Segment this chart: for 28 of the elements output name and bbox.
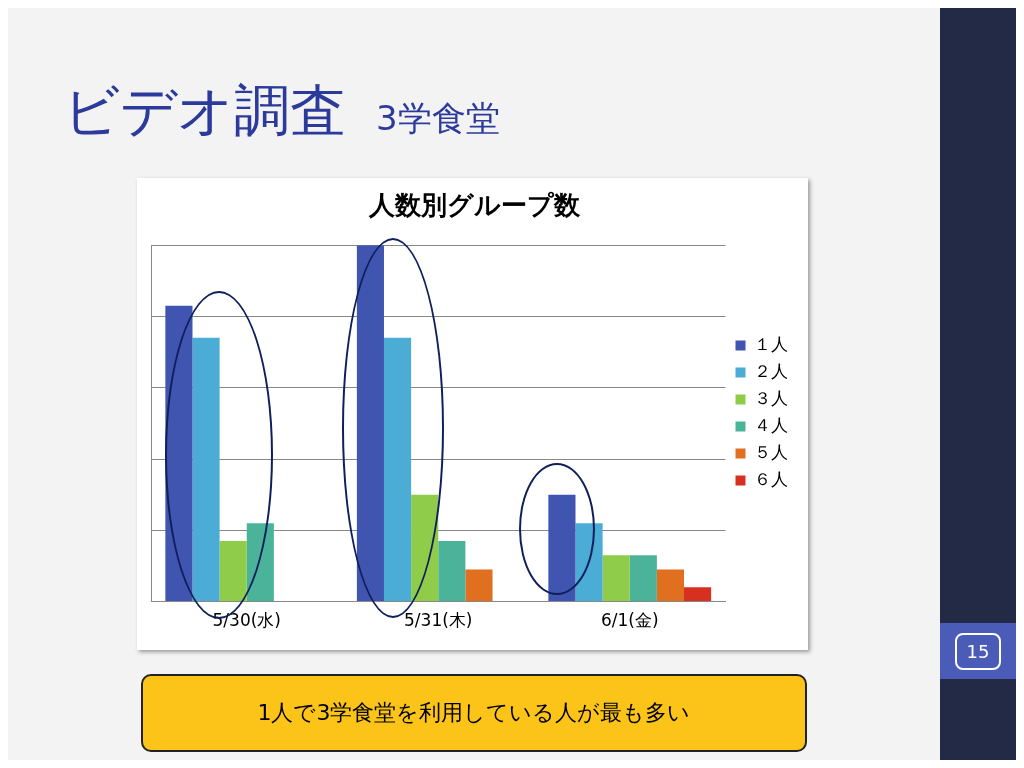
text: 15 bbox=[954, 632, 1002, 670]
bar bbox=[548, 494, 576, 602]
text: 1人で3学食堂を利用している人が最も多い bbox=[141, 674, 807, 752]
text: ビデオ調査 bbox=[63, 77, 346, 145]
legend-label: ５人 bbox=[754, 441, 788, 462]
bar bbox=[411, 494, 439, 602]
bar bbox=[356, 245, 384, 602]
x-tick-label: 6/1(金) bbox=[600, 610, 659, 631]
bar bbox=[656, 569, 685, 602]
bar bbox=[383, 337, 412, 602]
legend-label: ３人 bbox=[754, 387, 788, 408]
bar bbox=[575, 523, 603, 602]
chart-title: 人数別グループ数 bbox=[368, 190, 581, 221]
text: 3学食堂 bbox=[376, 97, 500, 140]
x-tick-label: 5/30(水) bbox=[212, 610, 281, 631]
bar bbox=[192, 337, 220, 602]
bar bbox=[465, 569, 493, 602]
bar bbox=[246, 523, 274, 602]
bar bbox=[602, 555, 630, 602]
bar bbox=[219, 541, 247, 602]
bar bbox=[684, 587, 712, 602]
legend-label: ４人 bbox=[754, 414, 788, 435]
legend-label: ２人 bbox=[754, 360, 788, 381]
bar bbox=[629, 555, 657, 602]
x-tick-label: 5/31(木) bbox=[404, 610, 473, 631]
bar bbox=[438, 541, 466, 602]
legend-label: ６人 bbox=[754, 468, 788, 489]
legend-label: １人 bbox=[754, 333, 788, 354]
